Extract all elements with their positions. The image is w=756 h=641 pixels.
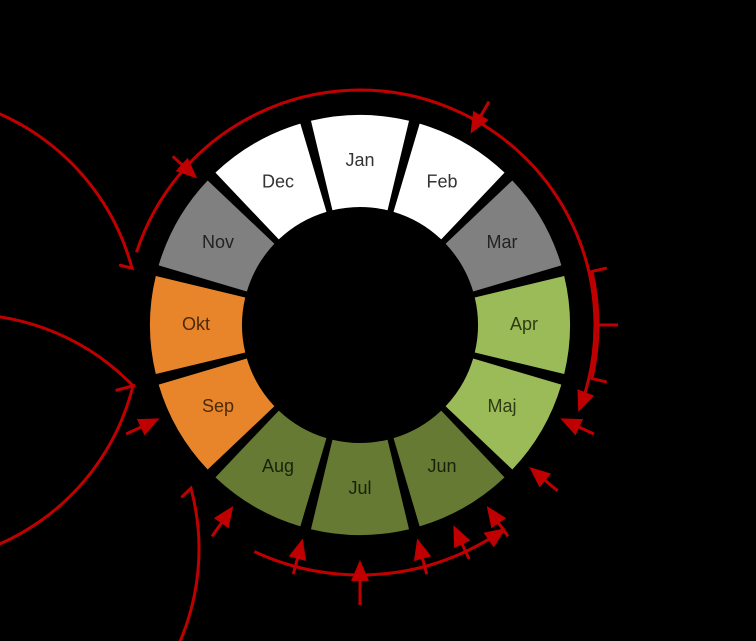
segment-label-feb: Feb — [426, 172, 457, 192]
segment-label-jul: Jul — [348, 478, 371, 498]
segment-label-mar: Mar — [487, 232, 518, 252]
segment-label-dec: Dec — [262, 172, 294, 192]
segment-label-aug: Aug — [262, 456, 294, 476]
segment-label-nov: Nov — [202, 232, 234, 252]
segment-label-apr: Apr — [510, 314, 538, 334]
segment-label-jan: Jan — [345, 150, 374, 170]
background — [0, 0, 756, 641]
segment-label-maj: Maj — [488, 396, 517, 416]
segment-label-jun: Jun — [427, 456, 456, 476]
segment-label-sep: Sep — [202, 396, 234, 416]
segment-label-okt: Okt — [182, 314, 210, 334]
year-ring-diagram: Jan Feb Mar Apr Maj Jun Jul Aug Sep Okt Nov Dec — [0, 0, 756, 641]
